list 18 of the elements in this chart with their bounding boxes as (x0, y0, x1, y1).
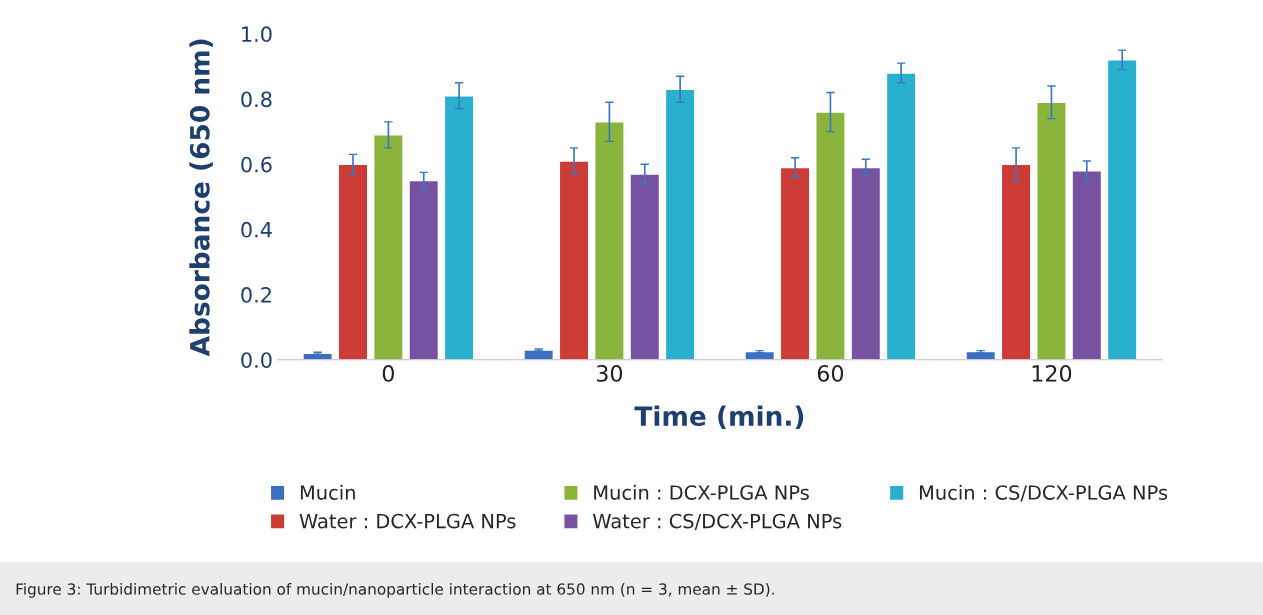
y-tick-label: 0.0 (241, 352, 272, 368)
y-axis-title: Absorbance (650 nm) (189, 39, 213, 357)
x-tick-label: 0 (382, 365, 394, 382)
y-tick-label: 0.2 (241, 287, 271, 303)
x-tick-label: 120 (1032, 365, 1072, 382)
legend-label: Mucin : DCX-PLGA NPs (594, 484, 809, 500)
legend-label: Mucin : CS/DCX-PLGA NPs (919, 484, 1168, 502)
x-tick-label: 60 (817, 365, 844, 382)
legend-label: Water : CS/DCX-PLGA NPs (592, 513, 842, 530)
legend-label: Water : DCX-PLGA NPs (299, 513, 516, 529)
x-axis-title: Time (min.) (634, 405, 804, 430)
legend-label: Mucin (300, 484, 355, 500)
y-tick-label: 0.8 (241, 91, 272, 108)
y-tick-label: 0.4 (241, 221, 272, 238)
y-tick-label: 1.0 (242, 26, 272, 43)
y-tick-label: 0.6 (241, 156, 272, 173)
x-tick-label: 30 (596, 365, 623, 382)
caption: Figure 3: Turbidimetric evaluation of mucin/nanoparticle interaction at 650 nm (n = 3, mean ± SD). (16, 583, 774, 598)
